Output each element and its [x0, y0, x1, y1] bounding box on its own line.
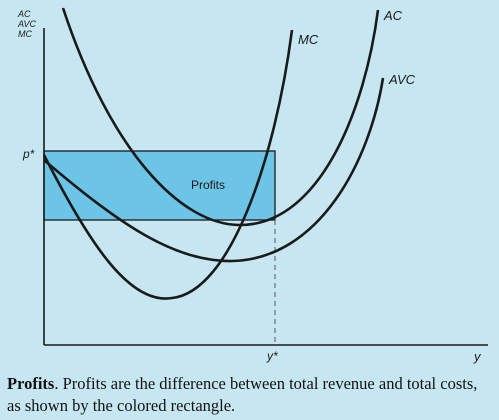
mc-curve	[42, 29, 294, 300]
caption-text: . Profits are the difference between tot…	[7, 374, 478, 415]
mc-curve-label: MC	[298, 32, 319, 47]
quantity-label: y*	[266, 349, 278, 363]
y-axis-label-line-1: AC	[17, 9, 31, 19]
y-axis-label-line-2: AVC	[17, 19, 37, 29]
avc-curve	[43, 77, 385, 263]
y-axis-label-line-3: MC	[18, 29, 32, 39]
x-axis-label: y	[473, 349, 482, 364]
ac-curve-label: AC	[383, 8, 403, 23]
avc-curve-label: AVC	[388, 72, 416, 87]
price-label: p*	[22, 147, 35, 161]
figure-caption: Profits. Profits are the difference betw…	[7, 373, 493, 417]
profit-region-label: Profits	[191, 178, 225, 192]
caption-title: Profits	[7, 374, 55, 393]
